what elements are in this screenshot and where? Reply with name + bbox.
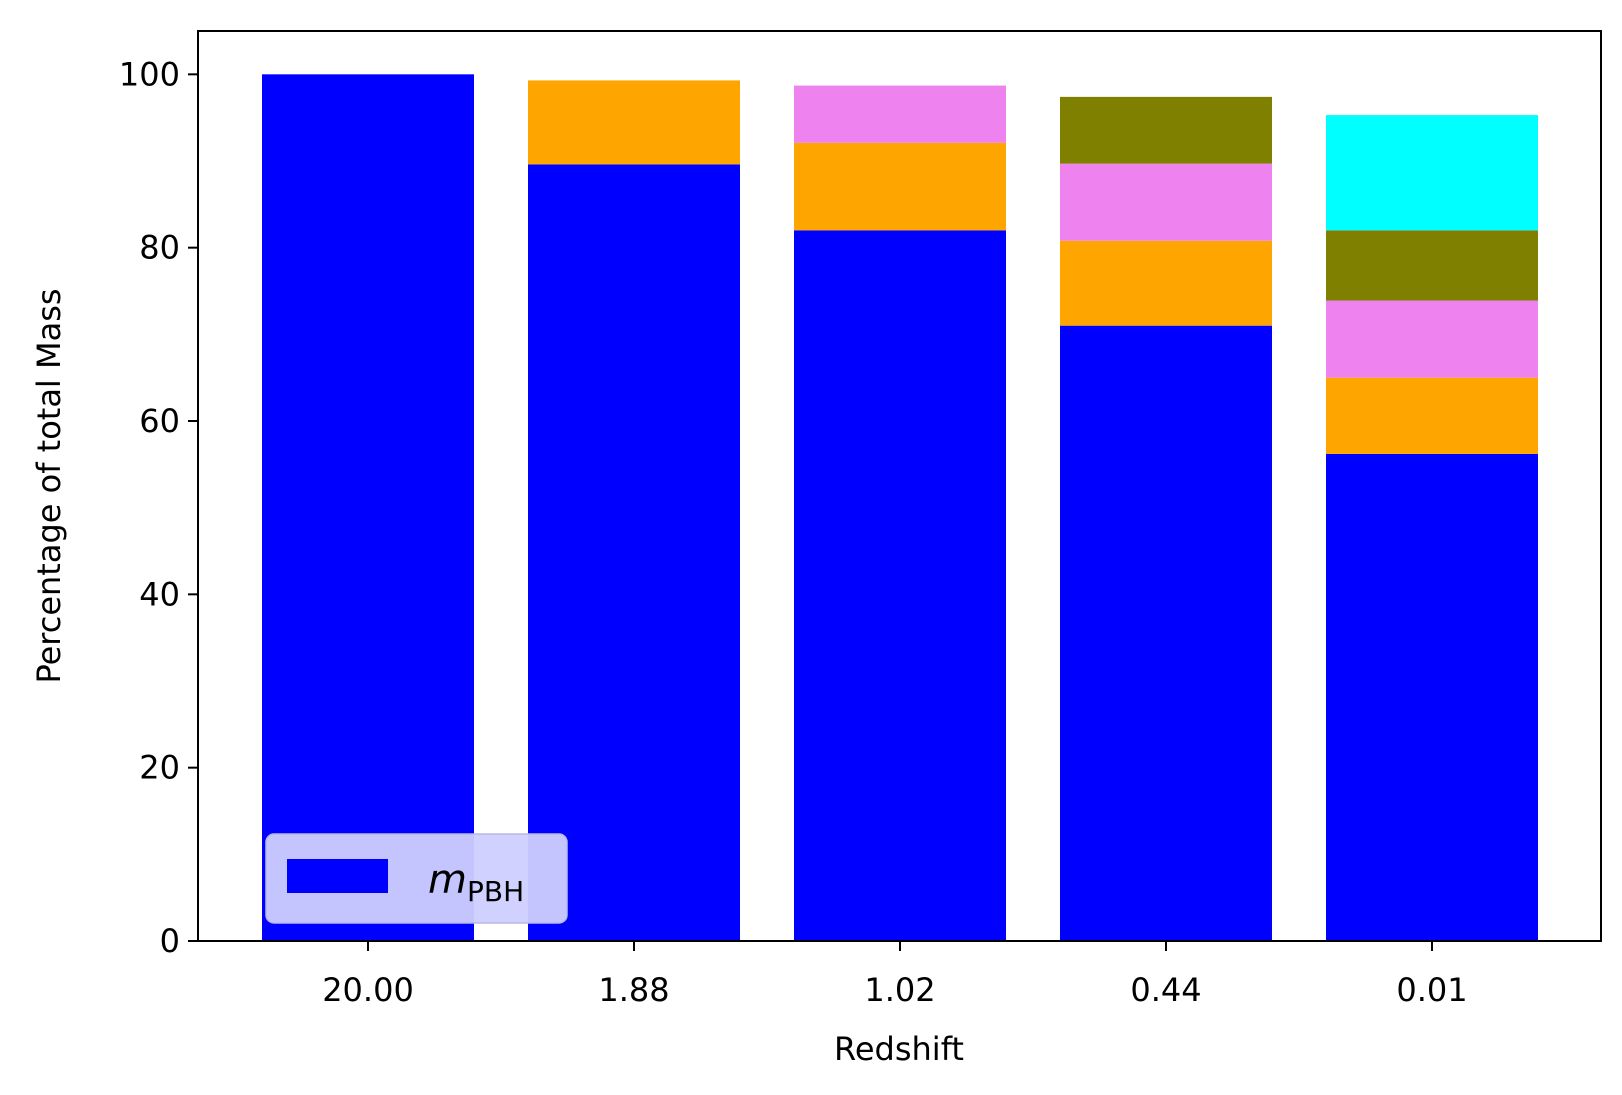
bars-group <box>262 74 1538 942</box>
bar-segment-0.01-series-1 <box>1326 453 1538 941</box>
bar-segment-0.01-series-2 <box>1326 377 1538 454</box>
bar-segment-0.44-series-4 <box>1060 96 1272 164</box>
y-tick-label: 100 <box>119 55 180 93</box>
legend-label: mPBH <box>428 857 524 908</box>
bar-segment-1.02-series-2 <box>794 142 1006 231</box>
bar-segment-0.01-series-5 <box>1326 115 1538 231</box>
bar-segment-1.02-series-1 <box>794 230 1006 942</box>
x-tick-label: 0.01 <box>1396 971 1467 1009</box>
bar-segment-0.44-series-2 <box>1060 240 1272 326</box>
ticks-group: 20.00 1.88 1.02 0.44 0.01 0 20 40 60 80 100 <box>119 55 1468 1009</box>
bar-segment-20.00-series-1 <box>262 74 474 942</box>
y-tick-label: 40 <box>139 575 180 613</box>
x-tick-label: 0.44 <box>1130 971 1201 1009</box>
bar-segment-1.88-series-2 <box>528 80 740 165</box>
bar-segment-1.88-series-1 <box>528 164 740 941</box>
legend: mPBH <box>265 833 568 924</box>
bar-segment-0.44-series-1 <box>1060 325 1272 942</box>
bar-segment-0.44-series-3 <box>1060 163 1272 241</box>
legend-swatch <box>287 859 388 893</box>
bar-segment-1.02-series-3 <box>794 85 1006 143</box>
legend-box <box>265 833 568 924</box>
y-tick-label: 0 <box>160 922 180 960</box>
y-tick-label: 60 <box>139 402 180 440</box>
x-tick-label: 20.00 <box>322 971 414 1009</box>
y-tick-label: 20 <box>139 749 180 787</box>
legend-label-subscript: PBH <box>467 875 524 908</box>
y-tick-label: 80 <box>139 229 180 267</box>
bar-segment-0.01-series-3 <box>1326 300 1538 378</box>
y-axis-title: Percentage of total Mass <box>30 288 68 683</box>
x-axis-title: Redshift <box>834 1030 964 1068</box>
bar-segment-0.01-series-4 <box>1326 230 1538 301</box>
x-tick-label: 1.02 <box>864 971 935 1009</box>
plot-frame <box>197 30 1602 942</box>
x-tick-label: 1.88 <box>598 971 669 1009</box>
legend-label-symbol: m <box>428 857 467 903</box>
